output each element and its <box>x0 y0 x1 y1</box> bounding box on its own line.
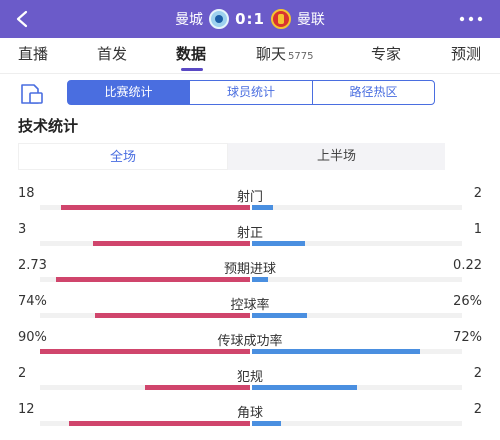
away-bar-track <box>252 277 462 282</box>
period-tab-full[interactable]: 全场 <box>18 143 228 170</box>
away-bar-track <box>252 349 462 354</box>
away-value: 2 <box>473 366 482 381</box>
away-value: 72% <box>453 330 482 345</box>
stat-name: 传球成功率 <box>217 334 283 349</box>
home-bar <box>92 241 250 246</box>
away-team-name: 曼联 <box>296 12 325 28</box>
home-value: 2.73 <box>18 258 47 273</box>
stat-row: 74% 控球率 26% <box>0 294 500 330</box>
chevron-left-icon <box>16 10 28 28</box>
match-scoreline: 曼城 0:1 曼联 <box>0 0 500 38</box>
away-bar <box>252 205 273 210</box>
tab-live[interactable]: 直播 <box>18 45 49 63</box>
main-tabs: 直播 首发 数据 聊天 5775 专家 预测 <box>0 38 500 74</box>
home-bar-track <box>40 241 250 246</box>
stat-row: 2 犯规 2 <box>0 366 500 402</box>
away-bar <box>252 421 282 426</box>
match-score: 0:1 <box>235 10 265 28</box>
stat-name: 控球率 <box>230 298 270 313</box>
stat-name: 射正 <box>236 226 263 241</box>
away-bar-track <box>252 313 462 318</box>
home-value: 3 <box>18 222 27 237</box>
home-value: 90% <box>18 330 47 345</box>
document-icon[interactable] <box>18 82 46 106</box>
stat-row: 12 角球 2 <box>0 402 500 438</box>
tab-data[interactable]: 数据 <box>176 45 207 63</box>
subtab-heat-zones[interactable]: 路径热区 <box>312 80 435 105</box>
away-bar-track <box>252 205 462 210</box>
home-bar-track <box>40 385 250 390</box>
away-bar-track <box>252 385 462 390</box>
home-bar-track <box>40 349 250 354</box>
home-bar-track <box>40 313 250 318</box>
away-bar <box>252 277 268 282</box>
subtab-player-stats[interactable]: 球员统计 <box>189 80 313 105</box>
tab-prediction[interactable]: 预测 <box>451 45 482 63</box>
home-value: 12 <box>18 402 35 417</box>
away-value: 0.22 <box>453 258 482 273</box>
away-bar-track <box>252 241 462 246</box>
home-bar-track <box>40 277 250 282</box>
home-bar-track <box>40 421 250 426</box>
away-bar <box>252 313 307 318</box>
home-bar <box>69 421 250 426</box>
stat-row: 2.73 预期进球 0.22 <box>0 258 500 294</box>
away-value: 2 <box>473 402 482 417</box>
home-bar <box>61 205 250 210</box>
away-bar <box>252 241 305 246</box>
stat-name: 射门 <box>236 190 263 205</box>
stat-name: 预期进球 <box>223 262 276 277</box>
away-value: 1 <box>473 222 482 237</box>
home-value: 74% <box>18 294 47 309</box>
home-team-name: 曼城 <box>175 12 204 28</box>
away-team-logo <box>270 9 291 29</box>
home-team-logo <box>209 9 230 29</box>
back-button[interactable] <box>8 4 38 34</box>
match-header: 曼城 0:1 曼联 <box>0 0 500 38</box>
home-bar <box>40 349 250 354</box>
away-bar <box>252 349 420 354</box>
tab-experts[interactable]: 专家 <box>371 45 402 63</box>
home-bar <box>55 277 250 282</box>
tab-chat-label: 聊天 <box>256 45 287 63</box>
chat-count: 5775 <box>288 51 314 62</box>
home-value: 2 <box>18 366 27 381</box>
section-title: 技术统计 <box>18 117 79 135</box>
away-value: 2 <box>473 186 482 201</box>
away-bar <box>252 385 357 390</box>
more-dots-icon <box>459 16 483 22</box>
home-bar-track <box>40 205 250 210</box>
stat-row: 90% 传球成功率 72% <box>0 330 500 366</box>
away-value: 26% <box>453 294 482 309</box>
tab-chat[interactable]: 聊天 5775 <box>256 38 313 74</box>
stat-row: 3 射正 1 <box>0 222 500 258</box>
stat-name: 角球 <box>236 406 263 421</box>
more-button[interactable] <box>456 8 486 30</box>
home-bar <box>145 385 250 390</box>
stat-name: 犯规 <box>236 370 263 385</box>
home-bar <box>94 313 250 318</box>
home-value: 18 <box>18 186 35 201</box>
subtab-match-stats[interactable]: 比赛统计 <box>67 80 190 105</box>
away-bar-track <box>252 421 462 426</box>
stat-row: 18 射门 2 <box>0 186 500 222</box>
active-tab-indicator <box>181 68 203 71</box>
period-tab-first-half[interactable]: 上半场 <box>228 143 445 170</box>
tab-lineup[interactable]: 首发 <box>97 45 128 63</box>
